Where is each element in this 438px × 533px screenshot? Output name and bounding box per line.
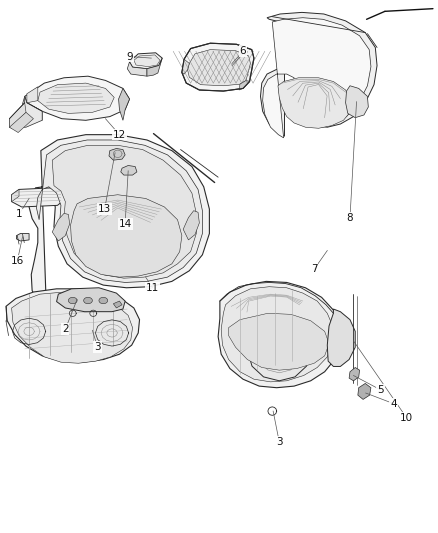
- Polygon shape: [130, 53, 162, 69]
- Polygon shape: [109, 149, 125, 160]
- Polygon shape: [127, 62, 147, 76]
- Polygon shape: [346, 86, 368, 118]
- Polygon shape: [52, 213, 70, 241]
- Text: 16: 16: [11, 256, 24, 266]
- Text: 1: 1: [16, 209, 22, 220]
- Text: 14: 14: [119, 219, 132, 229]
- Polygon shape: [349, 368, 360, 381]
- Polygon shape: [71, 195, 182, 277]
- Polygon shape: [263, 18, 371, 138]
- Polygon shape: [187, 50, 251, 86]
- Polygon shape: [182, 43, 254, 91]
- Polygon shape: [239, 80, 250, 90]
- Text: 12: 12: [113, 130, 126, 140]
- Polygon shape: [57, 288, 125, 312]
- Text: 4: 4: [390, 399, 397, 409]
- Polygon shape: [10, 112, 33, 133]
- Polygon shape: [134, 55, 160, 67]
- Polygon shape: [12, 188, 64, 207]
- Polygon shape: [12, 292, 133, 364]
- Polygon shape: [218, 281, 340, 387]
- Ellipse shape: [99, 297, 108, 304]
- Text: 3: 3: [94, 342, 101, 352]
- Polygon shape: [27, 87, 38, 103]
- Text: 6: 6: [240, 46, 246, 56]
- Polygon shape: [278, 78, 351, 128]
- Polygon shape: [25, 76, 130, 120]
- Polygon shape: [221, 287, 333, 382]
- Polygon shape: [119, 88, 130, 120]
- Polygon shape: [16, 233, 29, 241]
- Polygon shape: [38, 83, 114, 114]
- Polygon shape: [22, 96, 42, 120]
- Polygon shape: [229, 313, 329, 370]
- Polygon shape: [261, 12, 377, 136]
- Text: 2: 2: [62, 324, 69, 334]
- Text: 11: 11: [146, 283, 159, 293]
- Polygon shape: [6, 289, 140, 362]
- Text: 8: 8: [346, 213, 353, 223]
- Text: 13: 13: [98, 204, 111, 214]
- Text: 10: 10: [400, 413, 413, 423]
- Polygon shape: [52, 146, 196, 278]
- Polygon shape: [358, 383, 371, 399]
- Polygon shape: [10, 96, 42, 127]
- Text: 9: 9: [126, 52, 133, 61]
- Polygon shape: [29, 135, 209, 313]
- Polygon shape: [113, 301, 122, 308]
- Polygon shape: [121, 165, 137, 175]
- Text: 3: 3: [276, 437, 283, 447]
- Polygon shape: [327, 309, 355, 367]
- Polygon shape: [182, 59, 189, 74]
- Polygon shape: [183, 211, 199, 240]
- Polygon shape: [10, 103, 26, 128]
- Ellipse shape: [68, 297, 77, 304]
- Polygon shape: [147, 58, 162, 76]
- Text: 5: 5: [377, 385, 384, 395]
- Ellipse shape: [84, 297, 92, 304]
- Polygon shape: [12, 189, 19, 201]
- Text: 7: 7: [311, 264, 318, 274]
- Polygon shape: [36, 140, 202, 282]
